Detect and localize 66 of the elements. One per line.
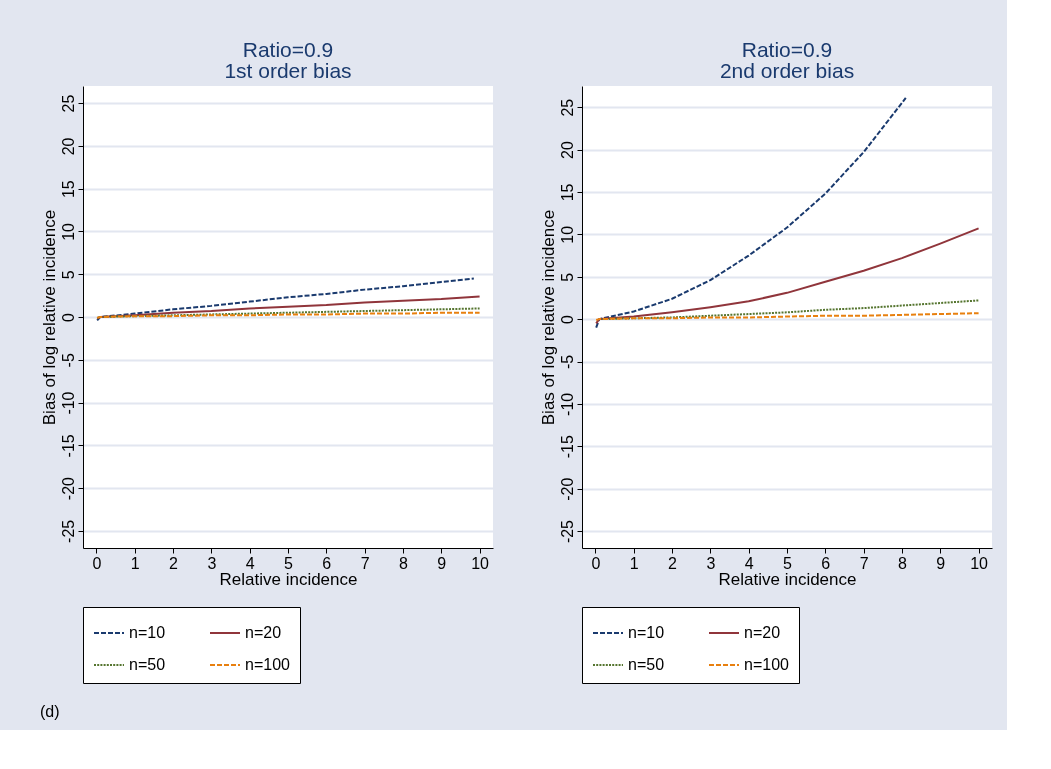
legend-label: n=20 — [245, 624, 282, 641]
x-tick-label: 5 — [783, 554, 793, 572]
y-tick-label: -25 — [558, 519, 576, 544]
x-tick-label: 4 — [245, 554, 255, 572]
x-tick-label: 8 — [399, 554, 408, 572]
x-axis-title: Relative incidence — [219, 569, 358, 589]
y-tick-label: 10 — [558, 225, 576, 244]
x-tick-label: 1 — [629, 554, 639, 572]
x-tick-label: 9 — [936, 554, 946, 572]
y-tick-label: -15 — [59, 434, 77, 458]
x-tick-label: 10 — [970, 554, 989, 572]
x-tick-label: 5 — [284, 554, 294, 572]
legend-label: n=20 — [744, 624, 781, 641]
y-tick-label: 25 — [59, 94, 77, 113]
line-series — [96, 277, 475, 322]
legend-label: n=50 — [129, 656, 166, 673]
x-tick-label: 8 — [898, 554, 907, 572]
x-tick-label: 3 — [207, 554, 217, 572]
legend-label: n=10 — [129, 624, 166, 641]
x-tick-label: 6 — [821, 554, 831, 572]
legend-label: n=100 — [744, 656, 790, 673]
legend-label: n=50 — [628, 656, 665, 673]
y-axis-title: Bias of log relative incidence — [39, 209, 59, 426]
x-tick-label: 6 — [322, 554, 332, 572]
line-series — [96, 295, 481, 320]
y-tick-label: 5 — [558, 272, 576, 282]
y-tick-label: 20 — [59, 137, 77, 156]
chart-title: Ratio=0.9 — [741, 38, 833, 61]
legend-label: n=100 — [245, 656, 291, 673]
x-tick-label: 0 — [591, 554, 601, 572]
y-tick-label: 20 — [558, 141, 576, 159]
line-series — [595, 96, 907, 329]
line-series — [595, 312, 980, 321]
line-series — [595, 227, 980, 325]
y-tick-label: -20 — [59, 476, 77, 501]
y-tick-label: 10 — [59, 222, 77, 241]
y-tick-label: -10 — [558, 392, 576, 416]
y-tick-label: 25 — [558, 98, 576, 117]
x-tick-label: 10 — [471, 554, 490, 572]
y-tick-label: 15 — [59, 180, 77, 199]
x-tick-label: 2 — [668, 554, 678, 572]
chart-title: Ratio=0.9 — [242, 38, 334, 61]
chart-subtitle: 2nd order bias — [719, 59, 855, 82]
chart-subtitle: 1st order bias — [224, 59, 352, 82]
y-tick-label: 0 — [59, 312, 77, 322]
x-tick-label: 1 — [130, 554, 140, 572]
y-tick-label: -5 — [59, 353, 77, 368]
y-tick-label: 15 — [558, 183, 576, 202]
x-tick-label: 0 — [92, 554, 102, 572]
y-tick-label: 0 — [558, 315, 576, 325]
x-tick-label: 4 — [744, 554, 754, 572]
x-axis-title: Relative incidence — [718, 569, 857, 589]
x-tick-label: 7 — [360, 554, 370, 572]
y-axis-title: Bias of log relative incidence — [538, 209, 558, 426]
legend-label: n=10 — [628, 624, 665, 641]
x-tick-label: 7 — [859, 554, 869, 572]
text: (d) — [40, 702, 60, 720]
y-tick-label: -5 — [558, 354, 576, 370]
y-tick-label: 5 — [59, 270, 77, 280]
y-tick-label: -15 — [558, 435, 576, 459]
x-tick-label: 9 — [437, 554, 447, 572]
y-tick-label: -25 — [59, 519, 77, 543]
x-tick-label: 3 — [706, 554, 716, 572]
y-tick-label: -20 — [558, 477, 576, 501]
x-tick-label: 2 — [169, 554, 179, 572]
y-tick-label: -10 — [59, 391, 77, 415]
